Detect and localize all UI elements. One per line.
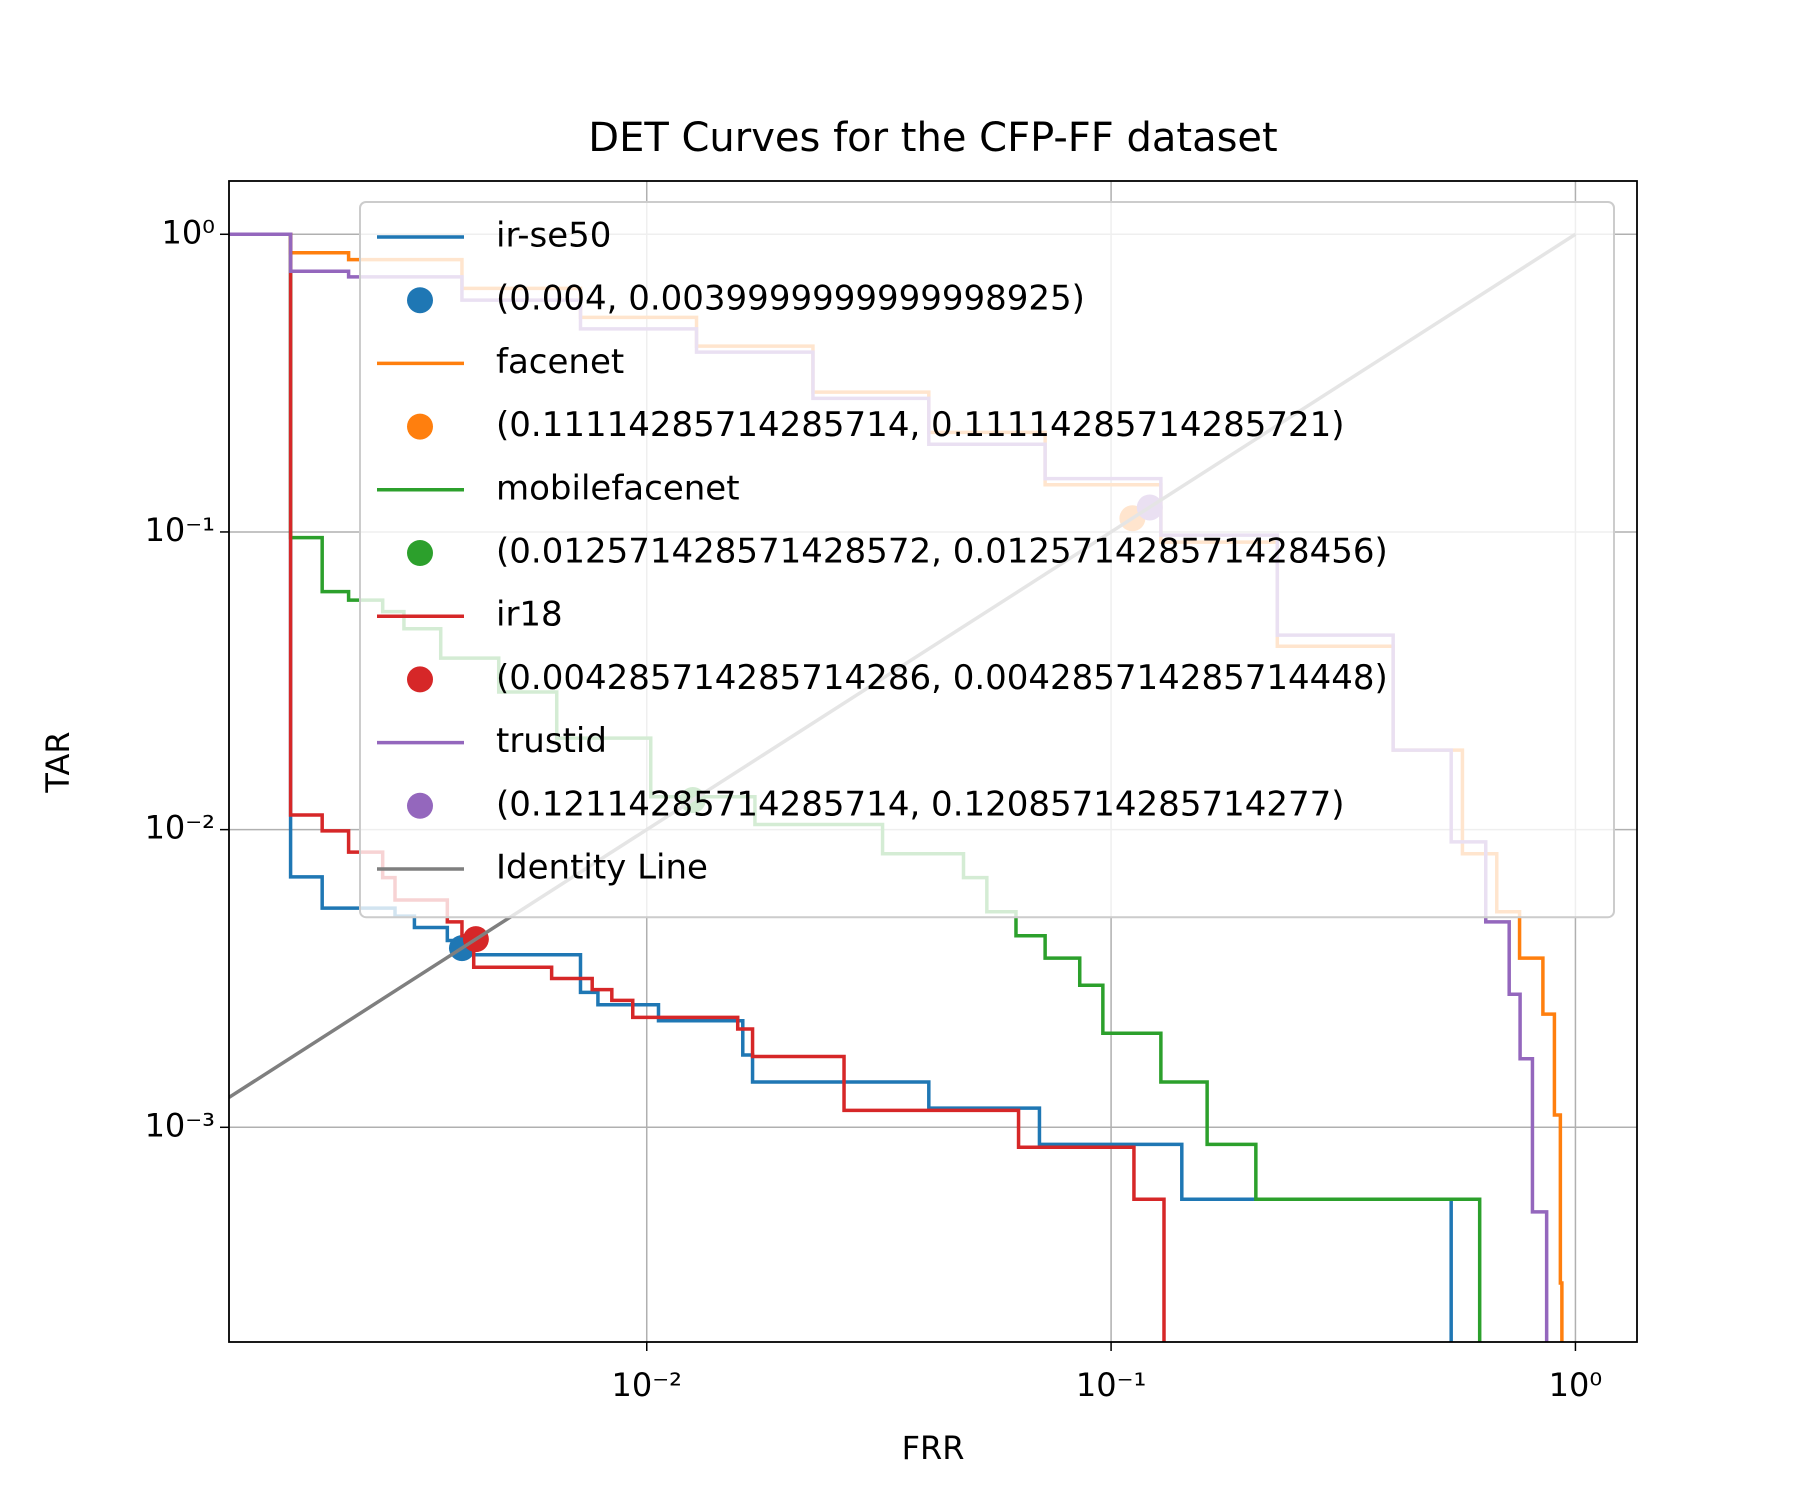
- legend-label: trustid: [496, 721, 607, 761]
- y-tick-label: 10⁻²: [145, 809, 215, 847]
- x-axis-label: FRR: [902, 1429, 965, 1467]
- legend-label: facenet: [496, 342, 624, 382]
- legend-label: (0.004285714285714286, 0.004285714285714…: [496, 658, 1388, 698]
- y-tick-label: 10⁰: [161, 213, 215, 251]
- legend-box: [359, 201, 1615, 919]
- x-tick-label: 10⁰: [1549, 1366, 1603, 1404]
- legend-label: Identity Line: [496, 848, 708, 888]
- plot-frame: [228, 180, 1638, 1343]
- y-tick-label: 10⁻¹: [145, 511, 215, 549]
- x-tick-label: 10⁻²: [612, 1366, 682, 1404]
- curve: [229, 232, 1166, 1342]
- y-tick-label: 10⁻³: [145, 1106, 215, 1144]
- legend-label: (0.004, 0.0039999999999998925): [496, 279, 1085, 319]
- chart-title: DET Curves for the CFP-FF dataset: [588, 115, 1277, 161]
- legend-label: (0.012571428571428572, 0.012571428571428…: [496, 532, 1388, 572]
- legend-label: mobilefacenet: [496, 468, 740, 508]
- legend-marker: [407, 413, 433, 440]
- legend-marker: [407, 666, 433, 693]
- x-tick-label: 10⁻¹: [1076, 1366, 1146, 1404]
- legend-label: ir-se50: [496, 216, 611, 256]
- legend-label: (0.11114285714285714, 0.1111428571428572…: [496, 405, 1345, 445]
- y-axis-label: TAR: [39, 731, 77, 793]
- legend-marker: [407, 540, 433, 566]
- legend-marker: [407, 287, 433, 314]
- legend-label: (0.12114285714285714, 0.1208571428571427…: [496, 784, 1345, 824]
- legend-label: ir18: [496, 595, 563, 635]
- legend-marker: [407, 792, 433, 819]
